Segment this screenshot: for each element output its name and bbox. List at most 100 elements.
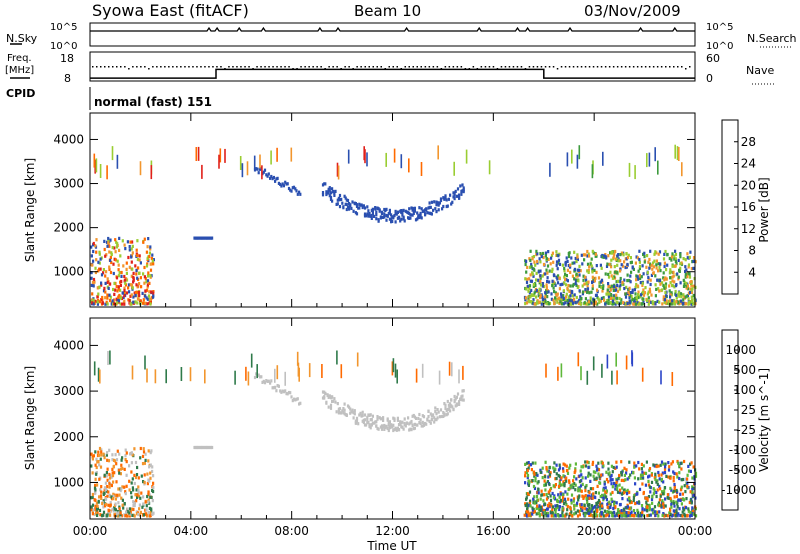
data-cell — [526, 470, 529, 474]
data-cell — [137, 512, 140, 517]
data-cell — [404, 209, 407, 213]
data-cell — [578, 487, 581, 491]
data-cell — [133, 501, 136, 505]
data-cell — [529, 258, 532, 262]
data-cell — [664, 504, 667, 508]
data-cell — [646, 254, 649, 258]
data-streak — [144, 355, 146, 370]
data-cell — [600, 473, 603, 477]
data-cell — [411, 213, 414, 217]
data-streak — [616, 370, 618, 385]
data-cell — [291, 186, 294, 190]
nave-point — [504, 66, 507, 68]
data-cell — [394, 220, 397, 224]
data-cell — [602, 284, 605, 288]
data-streak — [139, 161, 142, 176]
data-cell — [612, 255, 615, 259]
data-streak — [438, 370, 441, 385]
y-tick-label: 2000 — [53, 221, 84, 235]
data-cell — [129, 283, 132, 287]
data-cell — [131, 240, 134, 244]
data-cell — [265, 379, 268, 383]
data-streak — [385, 152, 387, 167]
data-cell — [550, 514, 553, 518]
data-cell — [688, 500, 691, 505]
data-cell — [129, 240, 132, 244]
date-label: 03/Nov/2009 — [584, 2, 681, 20]
data-cell — [99, 267, 102, 271]
data-cell — [253, 168, 257, 172]
data-cell — [563, 269, 566, 273]
data-cell — [624, 265, 627, 270]
data-cell — [619, 269, 622, 273]
data-cell — [524, 474, 527, 478]
data-cell — [642, 288, 645, 292]
data-cell — [636, 284, 639, 288]
colorbar-tick-label: -500 — [729, 463, 756, 477]
data-cell — [615, 280, 618, 284]
data-cell — [329, 406, 333, 410]
data-streak — [340, 364, 343, 379]
data-cell — [629, 274, 632, 278]
data-cell — [148, 255, 151, 259]
data-cell — [138, 282, 141, 286]
data-cell — [462, 186, 465, 190]
data-cell — [675, 508, 678, 512]
data-cell — [663, 264, 666, 269]
data-cell — [653, 505, 657, 509]
data-cell — [640, 467, 643, 471]
data-cell — [459, 184, 462, 188]
data-cell — [542, 284, 546, 289]
data-cell — [298, 190, 301, 194]
data-cell — [660, 460, 664, 464]
data-cell — [594, 512, 597, 516]
data-cell — [581, 482, 584, 486]
data-cell — [538, 257, 541, 261]
data-cell — [682, 278, 685, 282]
data-cell — [642, 490, 645, 495]
colorbar-tick-label: 25 — [741, 403, 756, 417]
data-cell — [119, 467, 123, 471]
data-cell — [133, 447, 136, 451]
data-cell — [343, 408, 346, 412]
data-streak — [290, 147, 293, 162]
data-cell — [555, 263, 558, 267]
data-cell — [620, 492, 623, 496]
data-streak — [195, 147, 198, 161]
data-cell — [135, 283, 138, 287]
data-cell — [139, 276, 142, 280]
data-cell — [545, 507, 549, 511]
data-cell — [120, 274, 123, 278]
data-cell — [611, 299, 614, 303]
data-cell — [600, 266, 603, 270]
data-cell — [91, 280, 95, 284]
data-cell — [149, 297, 152, 301]
data-cell — [570, 510, 573, 514]
data-streak — [400, 154, 403, 169]
data-cell — [524, 481, 527, 485]
data-cell — [580, 253, 583, 257]
data-cell — [282, 184, 285, 188]
data-cell — [589, 495, 592, 499]
data-cell — [594, 252, 597, 256]
data-cell — [548, 280, 551, 284]
data-streak — [592, 356, 595, 371]
data-cell — [124, 281, 127, 285]
x-tick-label: 08:00 — [274, 524, 309, 538]
data-cell — [104, 290, 107, 294]
nave-point — [272, 66, 274, 68]
data-streak — [560, 363, 563, 378]
data-cell — [399, 219, 402, 223]
data-cell — [675, 494, 678, 499]
nave-point — [120, 66, 122, 68]
data-cell — [123, 290, 126, 294]
data-cell — [652, 271, 655, 275]
nave-point — [260, 66, 262, 68]
data-cell — [527, 289, 530, 293]
data-cell — [151, 469, 154, 474]
data-cell — [405, 421, 409, 425]
data-cell — [532, 499, 535, 503]
data-cell — [673, 504, 676, 508]
data-cell — [555, 507, 558, 511]
data-cell — [558, 474, 561, 479]
